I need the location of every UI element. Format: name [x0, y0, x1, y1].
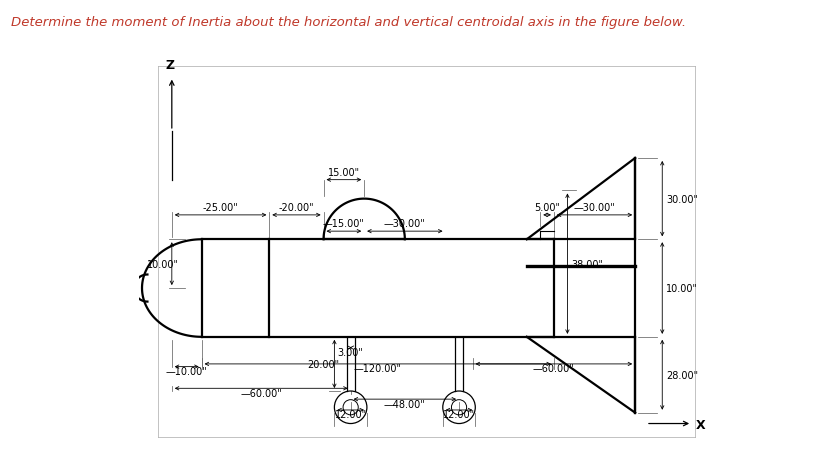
Text: 38.00": 38.00": [572, 259, 603, 269]
Text: —15.00": —15.00": [323, 219, 365, 229]
Text: 10.00": 10.00": [666, 283, 698, 293]
Text: 30.00": 30.00": [666, 194, 698, 204]
Text: —60.00": —60.00": [240, 388, 282, 398]
Text: 5.00": 5.00": [534, 203, 560, 213]
Text: 15.00": 15.00": [327, 168, 360, 178]
Text: —30.00": —30.00": [573, 203, 616, 213]
Text: 28.00": 28.00": [666, 370, 698, 380]
Text: -20.00": -20.00": [278, 203, 314, 213]
Text: 3.00": 3.00": [337, 347, 364, 358]
Text: 20.00": 20.00": [307, 359, 339, 369]
Text: —48.00": —48.00": [384, 399, 425, 409]
Text: X: X: [696, 419, 706, 431]
Text: -25.00": -25.00": [203, 203, 238, 213]
Text: —120.00": —120.00": [354, 364, 401, 374]
Text: —60.00": —60.00": [533, 364, 575, 374]
Text: —10.00": —10.00": [166, 366, 208, 376]
Text: 10.00": 10.00": [147, 259, 179, 269]
Text: 12.00": 12.00": [443, 409, 475, 420]
Text: Z: Z: [166, 59, 175, 72]
Text: 12.00": 12.00": [335, 409, 366, 420]
Text: —30.00": —30.00": [384, 219, 425, 229]
Text: Determine the moment of Inertia about the horizontal and vertical centroidal axi: Determine the moment of Inertia about th…: [11, 16, 686, 29]
